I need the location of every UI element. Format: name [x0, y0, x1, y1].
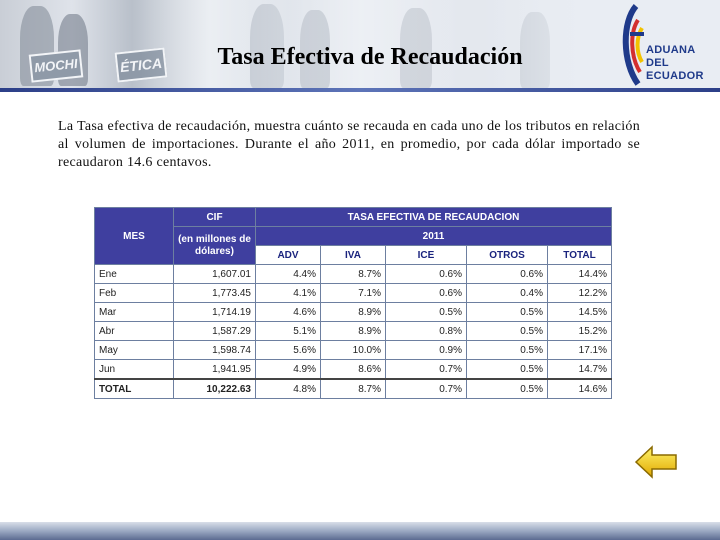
cell-adv: 4.1% — [255, 283, 321, 303]
cell-otros: 0.5% — [466, 321, 548, 341]
logo-line: ADUANA — [646, 44, 696, 56]
cell-iva: 8.7% — [320, 264, 386, 284]
table-total-row: TOTAL 10,222.63 4.8% 8.7% 0.7% 0.5% 14.6… — [94, 378, 612, 399]
left-arrow-icon[interactable] — [634, 444, 678, 480]
table-row: Feb 1,773.45 4.1% 7.1% 0.6% 0.4% 12.2% — [94, 283, 612, 303]
cell-total: 14.4% — [547, 264, 612, 284]
table-row: Mar 1,714.19 4.6% 8.9% 0.5% 0.5% 14.5% — [94, 302, 612, 322]
cell-adv: 4.6% — [255, 302, 321, 322]
cell-total: 14.7% — [547, 359, 612, 380]
cell-otros: 0.6% — [466, 264, 548, 284]
cell-ice: 0.8% — [385, 321, 467, 341]
cell-total: 14.6% — [547, 378, 612, 399]
photo-sign: MOCHI — [28, 49, 84, 83]
cell-cif: 1,607.01 — [173, 264, 256, 284]
table-row: Ene 1,607.01 4.4% 8.7% 0.6% 0.6% 14.4% — [94, 264, 612, 284]
cell-otros: 0.4% — [466, 283, 548, 303]
cell-otros: 0.5% — [466, 359, 548, 380]
cell-total: 17.1% — [547, 340, 612, 360]
cell-total: 15.2% — [547, 321, 612, 341]
footer-bar — [0, 522, 720, 540]
cell-adv: 5.6% — [255, 340, 321, 360]
cell-ice: 0.6% — [385, 283, 467, 303]
cell-iva: 8.9% — [320, 302, 386, 322]
aduana-logo-icon — [622, 4, 644, 86]
cell-otros: 0.5% — [466, 378, 548, 399]
logo-line: ECUADOR — [646, 70, 704, 82]
cell-iva: 8.6% — [320, 359, 386, 380]
cell-mes: Jun — [94, 359, 174, 380]
tax-rate-table: MES CIF TASA EFECTIVA DE RECAUDACION (en… — [94, 207, 612, 399]
cell-cif: 1,598.74 — [173, 340, 256, 360]
header-mes: MES — [94, 207, 174, 265]
column-header: ICE — [385, 245, 467, 265]
cell-ice: 0.7% — [385, 378, 467, 399]
cell-cif: 10,222.63 — [173, 378, 256, 399]
header-tasa: TASA EFECTIVA DE RECAUDACION — [255, 207, 612, 227]
header-cif: CIF — [173, 207, 256, 227]
intro-paragraph: La Tasa efectiva de recaudación, muestra… — [58, 119, 640, 170]
cell-cif: 1,941.95 — [173, 359, 256, 380]
cell-ice: 0.5% — [385, 302, 467, 322]
cell-mes: TOTAL — [94, 378, 174, 399]
cell-iva: 10.0% — [320, 340, 386, 360]
cell-cif: 1,773.45 — [173, 283, 256, 303]
column-header: TOTAL — [547, 245, 612, 265]
cell-ice: 0.6% — [385, 264, 467, 284]
column-header: IVA — [320, 245, 386, 265]
table-row: Abr 1,587.29 5.1% 8.9% 0.8% 0.5% 15.2% — [94, 321, 612, 341]
logo-text: ADUANA DEL ECUADOR — [646, 44, 704, 83]
cell-total: 12.2% — [547, 283, 612, 303]
cell-cif: 1,587.29 — [173, 321, 256, 341]
cell-otros: 0.5% — [466, 302, 548, 322]
header-banner: MOCHI ÉTICA Tasa Efectiva de Recaudación… — [0, 0, 720, 92]
cell-cif: 1,714.19 — [173, 302, 256, 322]
cell-adv: 4.9% — [255, 359, 321, 380]
cell-ice: 0.9% — [385, 340, 467, 360]
cell-mes: Abr — [94, 321, 174, 341]
table-row: May 1,598.74 5.6% 10.0% 0.9% 0.5% 17.1% — [94, 340, 612, 360]
page-title: Tasa Efectiva de Recaudación — [217, 44, 523, 70]
cell-adv: 5.1% — [255, 321, 321, 341]
header-fade — [140, 0, 610, 92]
cell-mes: Ene — [94, 264, 174, 284]
column-header: ADV — [255, 245, 321, 265]
cell-ice: 0.7% — [385, 359, 467, 380]
cell-iva: 8.7% — [320, 378, 386, 399]
header-cif-sub: (en millones de dólares) — [173, 226, 256, 265]
cell-mes: Mar — [94, 302, 174, 322]
table-row: Jun 1,941.95 4.9% 8.6% 0.7% 0.5% 14.7% — [94, 359, 612, 380]
cell-total: 14.5% — [547, 302, 612, 322]
header-year: 2011 — [255, 226, 612, 246]
cell-adv: 4.8% — [255, 378, 321, 399]
cell-iva: 7.1% — [320, 283, 386, 303]
cell-adv: 4.4% — [255, 264, 321, 284]
cell-iva: 8.9% — [320, 321, 386, 341]
cell-mes: Feb — [94, 283, 174, 303]
header-divider — [0, 88, 720, 92]
cell-otros: 0.5% — [466, 340, 548, 360]
column-header: OTROS — [466, 245, 548, 265]
cell-mes: May — [94, 340, 174, 360]
logo-line: DEL — [646, 57, 669, 69]
